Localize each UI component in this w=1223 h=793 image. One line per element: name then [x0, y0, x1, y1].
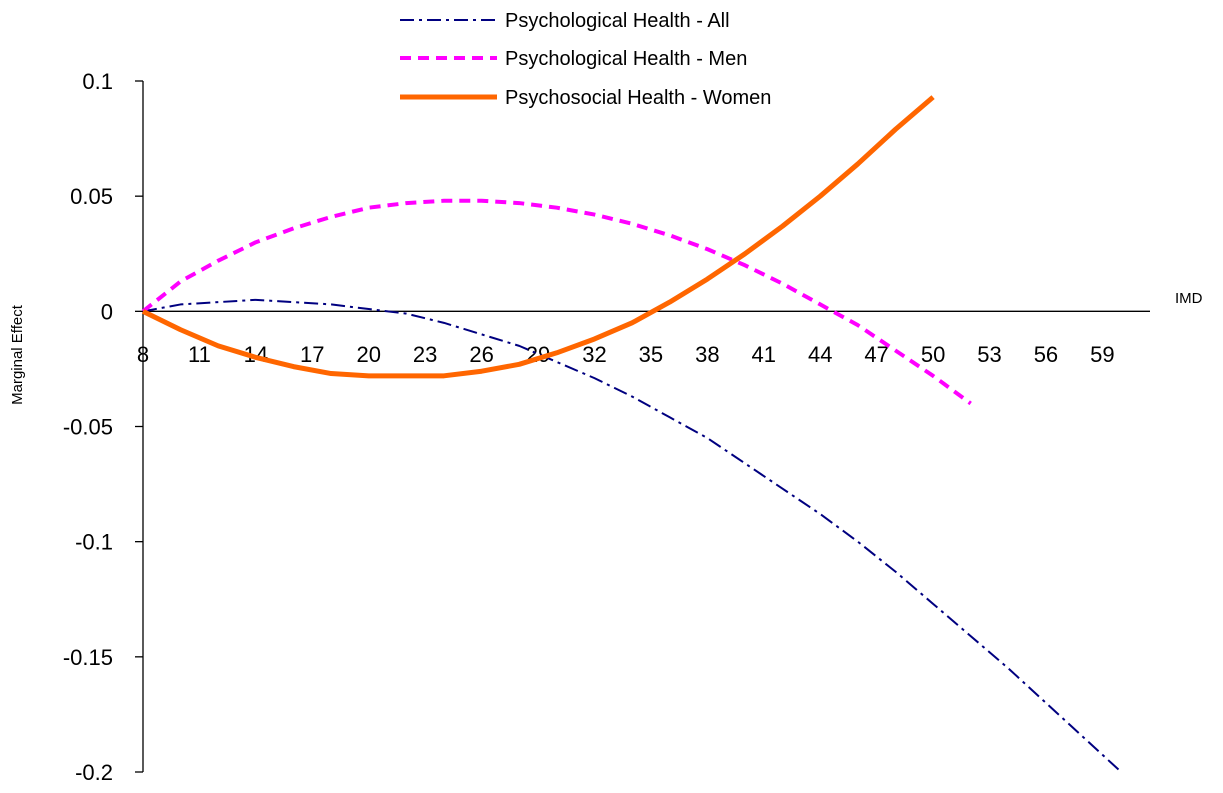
x-tick-label: 38	[695, 342, 719, 367]
x-tick-label: 47	[864, 342, 888, 367]
x-tick-label: 41	[752, 342, 776, 367]
legend-label: Psychosocial Health - Women	[505, 87, 771, 109]
y-tick-label: -0.2	[75, 760, 113, 785]
y-tick-label: -0.15	[63, 645, 113, 670]
x-tick-label: 32	[582, 342, 606, 367]
x-axis-title: IMD	[1175, 290, 1203, 307]
x-tick-label: 17	[300, 342, 324, 367]
x-tick-label: 56	[1034, 342, 1058, 367]
x-tick-label: 50	[921, 342, 945, 367]
x-tick-label: 26	[469, 342, 493, 367]
x-tick-label: 11	[188, 342, 211, 367]
legend: Psychological Health - All Psychological …	[400, 10, 771, 109]
y-tick-label: 0.1	[82, 69, 113, 94]
y-axis-title: Marginal Effect	[9, 304, 26, 405]
legend-label: Psychological Health - Men	[505, 48, 747, 70]
series-lines	[141, 95, 1122, 773]
series-line-2	[141, 198, 972, 406]
series-line-3	[141, 95, 935, 379]
y-tick-label: -0.1	[75, 530, 113, 555]
y-tick-label: 0	[101, 299, 113, 324]
legend-label: Psychological Health - All	[505, 10, 730, 32]
x-tick-label: 59	[1090, 342, 1114, 367]
y-tick-label: 0.05	[70, 184, 113, 209]
x-tick-label: 23	[413, 342, 437, 367]
x-tick-label: 8	[137, 342, 149, 367]
series-line-1	[142, 298, 1122, 773]
x-tick-label: 20	[356, 342, 380, 367]
x-tick-label: 44	[808, 342, 832, 367]
y-tick-label: -0.05	[63, 415, 113, 440]
x-tick-label: 53	[977, 342, 1001, 367]
x-tick-label: 35	[639, 342, 663, 367]
